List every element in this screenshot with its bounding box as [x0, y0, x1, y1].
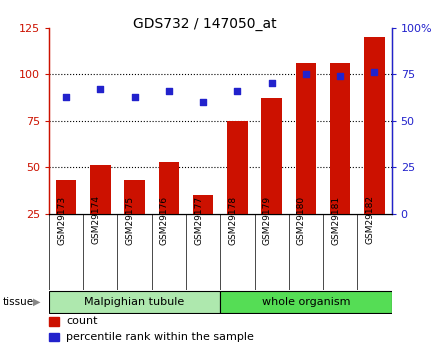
Text: count: count	[66, 316, 97, 326]
Text: tissue: tissue	[2, 297, 33, 307]
Text: whole organism: whole organism	[262, 297, 350, 307]
Text: Malpighian tubule: Malpighian tubule	[85, 297, 185, 307]
Bar	[193, 195, 214, 214]
Bar	[124, 180, 145, 214]
Text: GSM29174: GSM29174	[91, 196, 101, 245]
Point	[234, 88, 241, 94]
Text: GSM29182: GSM29182	[365, 196, 375, 245]
Text: GSM29181: GSM29181	[331, 195, 340, 245]
Bar	[49, 317, 59, 326]
Bar	[364, 37, 385, 214]
Point	[63, 94, 70, 99]
Point	[200, 99, 207, 105]
Point	[371, 70, 378, 75]
Text: GSM29175: GSM29175	[125, 195, 135, 245]
Text: percentile rank within the sample: percentile rank within the sample	[66, 332, 254, 342]
FancyBboxPatch shape	[220, 291, 392, 313]
Point	[268, 81, 275, 86]
Point	[97, 86, 104, 92]
Bar	[90, 166, 111, 214]
Text: GSM29176: GSM29176	[160, 195, 169, 245]
Bar	[56, 180, 77, 214]
Bar	[49, 333, 59, 341]
Point	[303, 71, 310, 77]
Bar	[295, 63, 316, 214]
Text: GSM29180: GSM29180	[297, 195, 306, 245]
Point	[131, 94, 138, 99]
FancyBboxPatch shape	[49, 291, 220, 313]
Text: GDS732 / 147050_at: GDS732 / 147050_at	[133, 17, 276, 31]
Bar	[158, 162, 179, 214]
Text: GSM29179: GSM29179	[263, 195, 271, 245]
Point	[337, 73, 344, 79]
Text: GSM29173: GSM29173	[57, 195, 66, 245]
Text: ▶: ▶	[32, 297, 40, 307]
Bar	[330, 63, 351, 214]
Bar	[227, 121, 248, 214]
Bar	[261, 98, 282, 214]
Text: GSM29178: GSM29178	[228, 195, 238, 245]
Text: GSM29177: GSM29177	[194, 195, 203, 245]
Point	[166, 88, 173, 94]
